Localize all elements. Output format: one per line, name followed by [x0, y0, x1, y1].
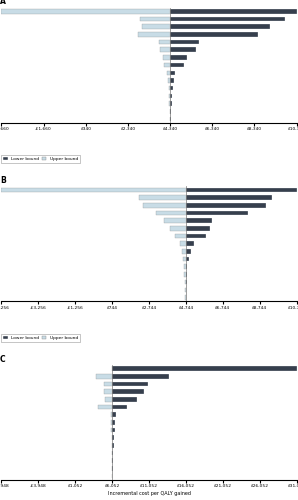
Bar — [186, 210, 248, 216]
Bar — [164, 218, 186, 223]
Bar — [170, 9, 297, 14]
Legend: Lower bound, Upper bound: Lower bound, Upper bound — [1, 334, 80, 342]
Bar — [112, 436, 114, 440]
Bar — [186, 249, 191, 254]
X-axis label: Incremental cost per QALY gained: Incremental cost per QALY gained — [108, 491, 190, 496]
Bar — [170, 40, 199, 44]
Bar — [170, 48, 195, 52]
Bar — [138, 32, 170, 36]
Bar — [170, 32, 258, 36]
Bar — [163, 55, 170, 60]
Bar — [96, 374, 112, 378]
Bar — [112, 451, 113, 456]
Bar — [185, 295, 186, 300]
Bar — [142, 24, 170, 29]
Bar — [186, 203, 266, 207]
Bar — [112, 428, 114, 432]
Bar — [112, 443, 114, 448]
Bar — [111, 420, 112, 424]
Bar — [186, 234, 206, 238]
Bar — [186, 257, 189, 262]
Bar — [104, 390, 112, 394]
Bar — [179, 242, 186, 246]
Bar — [1, 9, 170, 14]
Bar — [164, 63, 170, 68]
Legend: Lower bound, Upper bound: Lower bound, Upper bound — [1, 156, 80, 163]
Bar — [156, 210, 186, 216]
Bar — [112, 382, 148, 386]
Bar — [112, 397, 137, 402]
Bar — [169, 86, 170, 90]
Bar — [170, 63, 184, 68]
Bar — [139, 196, 186, 200]
Bar — [112, 420, 115, 424]
Bar — [112, 412, 116, 417]
Bar — [185, 288, 186, 292]
Bar — [170, 226, 186, 230]
Bar — [186, 196, 272, 200]
Bar — [186, 218, 212, 223]
Bar — [170, 55, 187, 60]
Bar — [170, 78, 174, 83]
Text: C: C — [0, 354, 6, 364]
Bar — [169, 101, 170, 106]
Bar — [186, 226, 210, 230]
Bar — [104, 382, 112, 386]
Bar — [186, 242, 194, 246]
Bar — [185, 280, 186, 284]
Text: A: A — [0, 0, 6, 6]
Bar — [170, 109, 171, 114]
Bar — [111, 436, 112, 440]
Bar — [168, 78, 170, 83]
Bar — [186, 264, 187, 269]
Bar — [112, 466, 113, 471]
Bar — [175, 234, 186, 238]
Bar — [111, 428, 112, 432]
Bar — [170, 24, 270, 29]
Bar — [167, 70, 170, 75]
Bar — [183, 257, 186, 262]
Bar — [98, 404, 112, 409]
Text: B: B — [0, 176, 6, 185]
Bar — [112, 366, 297, 371]
Bar — [159, 40, 170, 44]
Bar — [111, 412, 112, 417]
Bar — [186, 280, 187, 284]
Bar — [112, 404, 127, 409]
Bar — [140, 16, 170, 21]
Bar — [170, 86, 173, 90]
Bar — [170, 101, 172, 106]
Bar — [112, 458, 113, 463]
Bar — [143, 203, 186, 207]
Bar — [169, 94, 170, 98]
Bar — [160, 48, 170, 52]
Bar — [170, 70, 175, 75]
Bar — [186, 188, 297, 192]
Bar — [182, 249, 186, 254]
Bar — [105, 397, 112, 402]
Bar — [112, 374, 169, 378]
Bar — [184, 264, 186, 269]
Bar — [186, 272, 187, 277]
Bar — [112, 390, 144, 394]
Bar — [170, 16, 285, 21]
Bar — [1, 188, 186, 192]
Bar — [170, 94, 172, 98]
Bar — [184, 272, 186, 277]
